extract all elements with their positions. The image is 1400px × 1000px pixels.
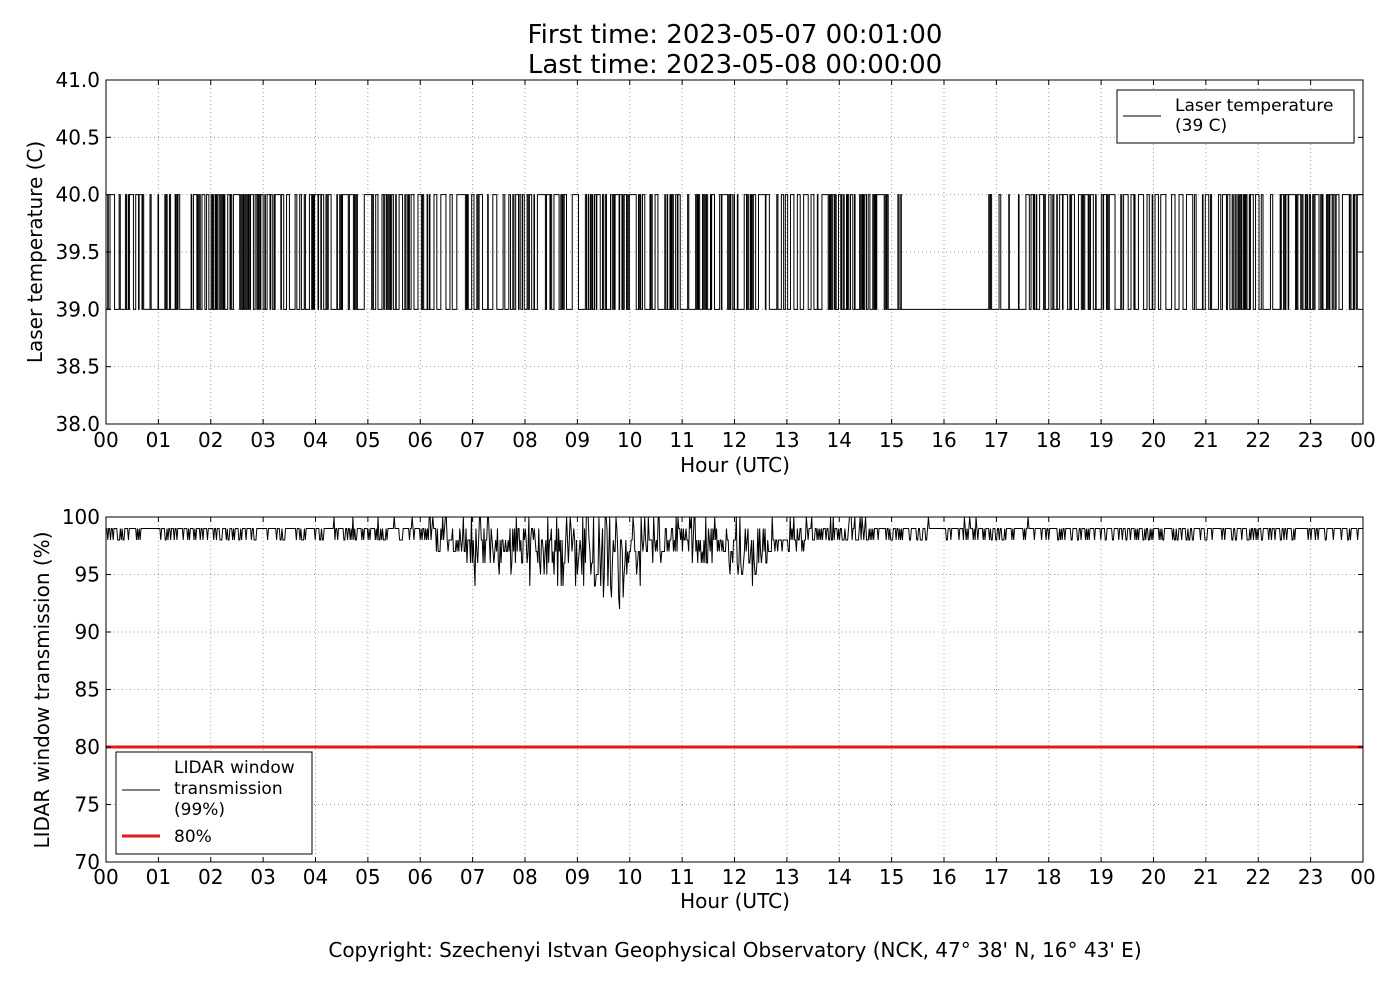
- x-tick-label: 17: [984, 865, 1009, 889]
- lidar-transmission-chart: 00 01 02 03 04 05 06 07 08 09 10 11 12 13 14 15 16 17 18 19…: [30, 505, 1376, 913]
- x-tick-label: 13: [774, 865, 799, 889]
- y-tick-label: 80: [75, 735, 100, 759]
- x-axis-label: Hour (UTC): [680, 889, 790, 913]
- y-tick-label: 38.5: [55, 355, 100, 379]
- y-tick-label: 39.5: [55, 240, 100, 264]
- x-tick-label: 19: [1088, 428, 1113, 452]
- legend: LIDAR window transmission (99%) 80%: [115, 751, 313, 855]
- x-tick-label: 20: [1141, 865, 1166, 889]
- x-tick-label: 18: [1036, 865, 1061, 889]
- legend-label-laser-temperature-line-1: Laser temperature: [1175, 96, 1333, 116]
- x-tick-label: 08: [512, 865, 537, 889]
- x-tick-label: 07: [460, 865, 485, 889]
- tick-layer: 00 01 02 03 04 05 06 07 08 09 10 11 12 13 14 15 16 17 18 19…: [62, 505, 1376, 889]
- y-tick-label: 90: [75, 620, 100, 644]
- y-tick-label: 85: [75, 678, 100, 702]
- x-tick-label: 04: [303, 865, 328, 889]
- y-tick-label: 38.0: [55, 412, 100, 436]
- x-tick-label: 09: [565, 428, 590, 452]
- y-tick-label: 40.5: [55, 125, 100, 149]
- x-tick-label: 21: [1193, 428, 1218, 452]
- x-tick-label: 09: [565, 865, 590, 889]
- legend-label-lidar-line-1: LIDAR window: [174, 758, 295, 778]
- x-tick-label: 14: [827, 428, 852, 452]
- y-tick-label: 70: [75, 850, 100, 874]
- y-tick-label: 39.0: [55, 297, 100, 321]
- x-tick-label: 10: [617, 428, 642, 452]
- x-tick-label: 06: [408, 428, 433, 452]
- x-tick-label: 18: [1036, 428, 1061, 452]
- y-tick-label: 95: [75, 563, 100, 587]
- x-tick-label: 08: [512, 428, 537, 452]
- legend-label-lidar-line-2: transmission: [174, 779, 283, 799]
- x-tick-label: 21: [1193, 865, 1218, 889]
- y-tick-label: 41.0: [55, 68, 100, 92]
- y-axis-label: Laser temperature (C): [23, 141, 47, 363]
- x-tick-label: 00: [93, 865, 118, 889]
- x-tick-label: 01: [146, 865, 171, 889]
- x-tick-label: 05: [355, 865, 380, 889]
- legend: Laser temperature (39 C): [1116, 89, 1355, 144]
- series-layer: [106, 516, 1363, 749]
- x-tick-label: 16: [931, 428, 956, 452]
- x-tick-label: 22: [1246, 865, 1271, 889]
- x-tick-label: 14: [827, 865, 852, 889]
- y-tick-label: 100: [62, 505, 100, 529]
- x-tick-label: 01: [146, 428, 171, 452]
- legend-label-lidar-line-3: (99%): [174, 800, 225, 820]
- x-axis-label: Hour (UTC): [680, 453, 790, 477]
- x-tick-label: 23: [1298, 865, 1323, 889]
- grid-lines: [106, 517, 1363, 862]
- legend-label-laser-temperature-line-2: (39 C): [1175, 116, 1227, 136]
- x-tick-label: 11: [669, 428, 694, 452]
- series-layer: [106, 194, 1364, 310]
- y-tick-label: 40.0: [55, 183, 100, 207]
- x-tick-label: 12: [722, 428, 747, 452]
- x-tick-label: 15: [879, 865, 904, 889]
- x-tick-label: 15: [879, 428, 904, 452]
- x-tick-label: 17: [984, 428, 1009, 452]
- x-tick-label: 12: [722, 865, 747, 889]
- y-axis-label: LIDAR window transmission (%): [30, 532, 54, 849]
- laser-temperature-chart: 00 01 02 03 04 05 06 07 08 09 10 11 12 13 14 15 16 17 18 19…: [23, 68, 1376, 477]
- x-tick-label: 11: [669, 865, 694, 889]
- x-tick-label: 00: [1350, 865, 1375, 889]
- title-first-time: First time: 2023-05-07 00:01:00: [528, 20, 943, 50]
- x-tick-label: 10: [617, 865, 642, 889]
- x-tick-label: 04: [303, 428, 328, 452]
- x-tick-label: 23: [1298, 428, 1323, 452]
- x-tick-label: 06: [408, 865, 433, 889]
- figure-title: First time: 2023-05-07 00:01:00 Last tim…: [528, 20, 943, 80]
- laser-temperature-line: [106, 194, 1364, 310]
- x-tick-label: 00: [93, 428, 118, 452]
- y-tick-label: 75: [75, 793, 100, 817]
- x-tick-label: 00: [1350, 428, 1375, 452]
- tick-layer: 00 01 02 03 04 05 06 07 08 09 10 11 12 13 14 15 16 17 18 19…: [55, 68, 1375, 452]
- x-tick-label: 05: [355, 428, 380, 452]
- x-tick-label: 19: [1088, 865, 1113, 889]
- x-tick-label: 03: [250, 428, 275, 452]
- lidar-transmission-line: [106, 516, 1363, 610]
- title-last-time: Last time: 2023-05-08 00:00:00: [528, 50, 942, 80]
- x-tick-label: 02: [198, 865, 223, 889]
- copyright-footer: Copyright: Szechenyi Istvan Geophysical …: [328, 938, 1141, 962]
- x-tick-label: 22: [1246, 428, 1271, 452]
- x-tick-label: 16: [931, 865, 956, 889]
- x-tick-label: 13: [774, 428, 799, 452]
- x-tick-label: 02: [198, 428, 223, 452]
- x-tick-label: 03: [250, 865, 275, 889]
- legend-label-80-percent: 80%: [174, 827, 212, 847]
- x-tick-label: 20: [1141, 428, 1166, 452]
- x-tick-label: 07: [460, 428, 485, 452]
